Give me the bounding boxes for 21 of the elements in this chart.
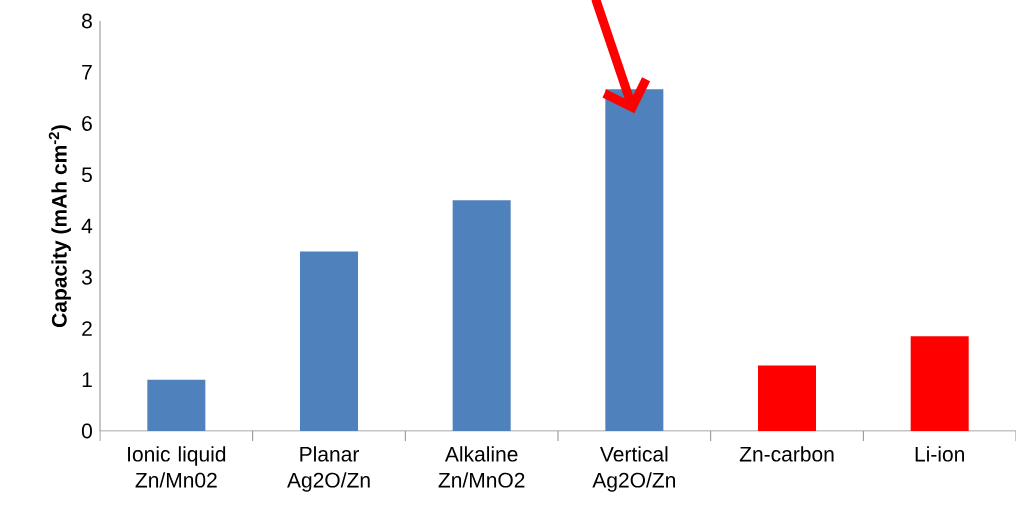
x-tick-label: Ionic liquid Zn/Mn02 bbox=[128, 446, 226, 488]
x-tick-label: Planar Ag2O/Zn bbox=[287, 446, 370, 492]
bar bbox=[452, 200, 511, 431]
bar bbox=[300, 251, 359, 431]
y-axis-title: Capacity (mAh cm$^{-2}$) bbox=[48, 125, 71, 328]
x-tick-label: Vertical Ag2O/Zn bbox=[592, 446, 675, 492]
y-tick-label: 6 bbox=[82, 116, 92, 131]
y-tick-label: 2 bbox=[82, 321, 92, 336]
x-tick-label: Alkaline Zn/MnO2 bbox=[438, 446, 525, 488]
y-tick-label: 0 bbox=[81, 423, 92, 439]
y-tick-label: 8 bbox=[82, 13, 92, 29]
x-tick-label: Li-ion bbox=[915, 446, 964, 462]
bar bbox=[758, 365, 817, 431]
y-tick-label: 4 bbox=[81, 218, 93, 234]
y-tick-label: 3 bbox=[81, 269, 92, 285]
y-tick-label: 5 bbox=[81, 167, 92, 183]
y-tick-label: 7 bbox=[82, 65, 92, 80]
y-tick-label: 1 bbox=[82, 372, 92, 387]
x-tick-label: Zn-carbon bbox=[739, 446, 834, 462]
bar bbox=[910, 336, 969, 431]
bar bbox=[147, 379, 206, 431]
